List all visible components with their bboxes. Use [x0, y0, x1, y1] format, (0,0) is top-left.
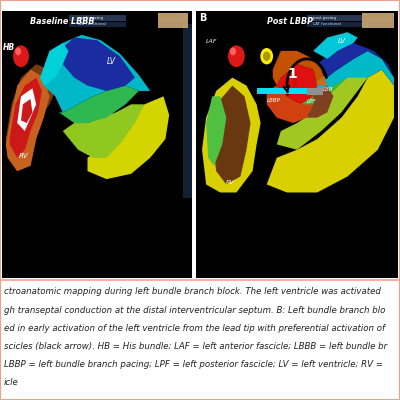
- Text: LAF: LAF: [206, 39, 218, 44]
- Bar: [293, 72, 298, 88]
- Circle shape: [261, 49, 272, 64]
- Text: post pacing: post pacing: [313, 16, 336, 20]
- Polygon shape: [277, 64, 317, 104]
- Polygon shape: [293, 70, 348, 118]
- Circle shape: [264, 52, 270, 60]
- Circle shape: [230, 48, 235, 55]
- Bar: [158, 14, 188, 21]
- Text: LAT functional: LAT functional: [313, 22, 341, 26]
- Polygon shape: [317, 43, 394, 78]
- Text: ant fr pacing: ant fr pacing: [78, 16, 103, 20]
- Polygon shape: [307, 86, 333, 118]
- Polygon shape: [267, 86, 313, 123]
- Bar: [158, 14, 188, 28]
- Polygon shape: [88, 96, 169, 179]
- Bar: [307, 88, 323, 95]
- Circle shape: [229, 46, 244, 66]
- Polygon shape: [212, 86, 250, 184]
- Bar: [307, 22, 368, 27]
- Text: icle: icle: [4, 378, 19, 387]
- Text: LV: LV: [338, 38, 346, 44]
- Polygon shape: [10, 78, 42, 158]
- Bar: [362, 14, 394, 21]
- Text: ed in early activation of the left ventricle from the lead tip with preferential: ed in early activation of the left ventr…: [4, 324, 385, 333]
- Polygon shape: [277, 70, 368, 150]
- Text: scicles (black arrow). HB = His bundle; LAF = left anterior fascicle; LBBB = lef: scicles (black arrow). HB = His bundle; …: [4, 342, 387, 351]
- Polygon shape: [202, 78, 261, 192]
- Text: LPF: LPF: [307, 99, 317, 104]
- Polygon shape: [17, 88, 36, 131]
- Polygon shape: [267, 70, 394, 192]
- Text: gh transeptal conduction at the distal interventricular septum. B: Left bundle b: gh transeptal conduction at the distal i…: [4, 306, 385, 314]
- Polygon shape: [63, 104, 144, 158]
- Polygon shape: [307, 51, 394, 96]
- Text: HB: HB: [3, 42, 15, 52]
- Bar: [68, 15, 126, 21]
- Circle shape: [16, 48, 20, 55]
- Polygon shape: [40, 43, 68, 86]
- Text: RV: RV: [226, 180, 235, 186]
- Text: Post LBBP: Post LBBP: [267, 17, 313, 26]
- Text: LV: LV: [106, 57, 116, 66]
- Polygon shape: [59, 38, 135, 91]
- Bar: [362, 14, 394, 28]
- Text: RV: RV: [19, 153, 29, 159]
- Text: 1: 1: [288, 66, 298, 80]
- Polygon shape: [313, 32, 358, 59]
- Text: LBB: LBB: [323, 87, 334, 92]
- Polygon shape: [273, 51, 327, 86]
- Bar: [182, 24, 192, 198]
- Polygon shape: [59, 86, 139, 123]
- Text: LBBP: LBBP: [267, 98, 281, 103]
- Text: Baseline LBBB: Baseline LBBB: [30, 17, 95, 26]
- Text: ctroanatomic mapping during left bundle branch block. The left ventricle was act: ctroanatomic mapping during left bundle …: [4, 287, 381, 296]
- Bar: [68, 22, 126, 27]
- Bar: [307, 15, 368, 21]
- Text: LBBP = left bundle branch pacing; LPF = left posterior fascicle; LV = left ventr: LBBP = left bundle branch pacing; LPF = …: [4, 360, 383, 369]
- Bar: [257, 88, 307, 94]
- Polygon shape: [6, 64, 55, 171]
- Polygon shape: [21, 99, 32, 123]
- Polygon shape: [40, 35, 150, 112]
- Circle shape: [14, 46, 28, 66]
- Text: LAT functional: LAT functional: [78, 22, 106, 26]
- Polygon shape: [206, 96, 226, 166]
- Polygon shape: [6, 70, 50, 171]
- Text: B: B: [199, 14, 206, 24]
